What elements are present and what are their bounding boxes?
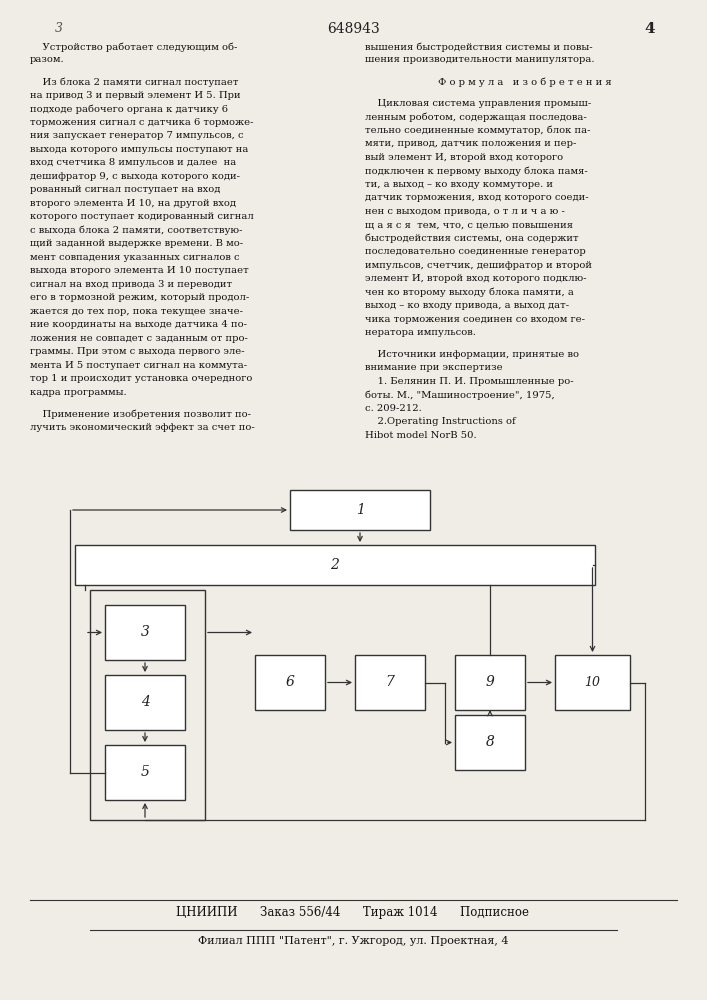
Text: вый элемент И, второй вход которого: вый элемент И, второй вход которого <box>365 153 563 162</box>
Text: щ а я с я  тем, что, с целью повышения: щ а я с я тем, что, с целью повышения <box>365 220 573 229</box>
Text: дешифратор 9, с выхода которого коди-: дешифратор 9, с выхода которого коди- <box>30 172 240 181</box>
Text: последовательно соединенные генератор: последовательно соединенные генератор <box>365 247 586 256</box>
Text: нен с выходом привода, о т л и ч а ю -: нен с выходом привода, о т л и ч а ю - <box>365 207 565 216</box>
Text: 1. Белянин П. И. Промышленные ро-: 1. Белянин П. И. Промышленные ро- <box>365 377 573 386</box>
Text: Источники информации, принятые во: Источники информации, принятые во <box>365 350 579 359</box>
Text: элемент И, второй вход которого подклю-: элемент И, второй вход которого подклю- <box>365 274 587 283</box>
Text: его в тормозной режим, который продол-: его в тормозной режим, который продол- <box>30 293 250 302</box>
Text: тор 1 и происходит установка очередного: тор 1 и происходит установка очередного <box>30 374 252 383</box>
Text: чика торможения соединен со входом ге-: чика торможения соединен со входом ге- <box>365 315 585 324</box>
Text: 5: 5 <box>141 766 149 780</box>
Text: разом.: разом. <box>30 55 64 64</box>
Text: подключен к первому выходу блока памя-: подключен к первому выходу блока памя- <box>365 166 588 176</box>
Bar <box>75 545 595 585</box>
Text: с. 209-212.: с. 209-212. <box>365 404 422 413</box>
Text: 8: 8 <box>486 736 494 750</box>
Text: торможения сигнал с датчика 6 торможе-: торможения сигнал с датчика 6 торможе- <box>30 118 254 127</box>
Text: боты. М., "Машиностроение", 1975,: боты. М., "Машиностроение", 1975, <box>365 390 555 400</box>
Text: 2.Operating Instructions of: 2.Operating Instructions of <box>365 417 515 426</box>
Bar <box>105 675 185 730</box>
Text: мяти, привод, датчик положения и пер-: мяти, привод, датчик положения и пер- <box>365 139 576 148</box>
Text: выхода которого импульсы поступают на: выхода которого импульсы поступают на <box>30 145 248 154</box>
Text: рованный сигнал поступает на вход: рованный сигнал поступает на вход <box>30 185 221 194</box>
Text: шения производительности манипулятора.: шения производительности манипулятора. <box>365 55 595 64</box>
Text: ние координаты на выходе датчика 4 по-: ние координаты на выходе датчика 4 по- <box>30 320 247 329</box>
Text: мент совпадения указанных сигналов с: мент совпадения указанных сигналов с <box>30 253 240 262</box>
Text: вышения быстродействия системы и повы-: вышения быстродействия системы и повы- <box>365 42 592 51</box>
Text: Из блока 2 памяти сигнал поступает: Из блока 2 памяти сигнал поступает <box>30 77 238 87</box>
Text: 3: 3 <box>141 626 149 640</box>
Text: 6: 6 <box>286 676 294 690</box>
Text: выход – ко входу привода, а выход дат-: выход – ко входу привода, а выход дат- <box>365 301 569 310</box>
Text: нератора импульсов.: нератора импульсов. <box>365 328 476 337</box>
Text: щий заданной выдержке времени. В мо-: щий заданной выдержке времени. В мо- <box>30 239 243 248</box>
Text: 7: 7 <box>385 676 395 690</box>
Text: датчик торможения, вход которого соеди-: датчик торможения, вход которого соеди- <box>365 193 589 202</box>
Text: 4: 4 <box>645 22 655 36</box>
Text: Применение изобретения позволит по-: Применение изобретения позволит по- <box>30 409 251 419</box>
Text: Устройство работает следующим об-: Устройство работает следующим об- <box>30 42 238 51</box>
Bar <box>455 715 525 770</box>
Text: Филиал ППП "Патент", г. Ужгород, ул. Проектная, 4: Филиал ППП "Патент", г. Ужгород, ул. Про… <box>198 936 508 946</box>
Text: Цикловая система управления промыш-: Цикловая система управления промыш- <box>365 99 591 108</box>
Text: 9: 9 <box>486 676 494 690</box>
Text: подходе рабочего органа к датчику 6: подходе рабочего органа к датчику 6 <box>30 104 228 114</box>
Text: 2: 2 <box>331 558 339 572</box>
Bar <box>555 655 630 710</box>
Text: ложения не совпадет с заданным от про-: ложения не совпадет с заданным от про- <box>30 334 248 343</box>
Text: ти, а выход – ко входу коммуторе. и: ти, а выход – ко входу коммуторе. и <box>365 180 553 189</box>
Text: лучить экономический эффект за счет по-: лучить экономический эффект за счет по- <box>30 423 255 432</box>
Text: вход счетчика 8 импульсов и далее  на: вход счетчика 8 импульсов и далее на <box>30 158 236 167</box>
Text: 1: 1 <box>356 503 364 517</box>
Text: Hibot model NorB 50.: Hibot model NorB 50. <box>365 431 477 440</box>
Bar <box>255 655 325 710</box>
Text: 648943: 648943 <box>327 22 380 36</box>
Text: 4: 4 <box>141 696 149 710</box>
Text: ленным роботом, содержащая последова-: ленным роботом, содержащая последова- <box>365 112 587 122</box>
Text: 10: 10 <box>585 676 600 689</box>
Text: жается до тех пор, пока текущее значе-: жается до тех пор, пока текущее значе- <box>30 307 243 316</box>
Bar <box>455 655 525 710</box>
Bar <box>105 745 185 800</box>
Text: граммы. При этом с выхода первого эле-: граммы. При этом с выхода первого эле- <box>30 347 245 356</box>
Text: с выхода блока 2 памяти, соответствую-: с выхода блока 2 памяти, соответствую- <box>30 226 243 235</box>
Text: сигнал на вход привода 3 и переводит: сигнал на вход привода 3 и переводит <box>30 280 232 289</box>
Text: на привод 3 и первый элемент И 5. При: на привод 3 и первый элемент И 5. При <box>30 91 240 100</box>
Text: выхода второго элемента И 10 поступает: выхода второго элемента И 10 поступает <box>30 266 249 275</box>
Text: импульсов, счетчик, дешифратор и второй: импульсов, счетчик, дешифратор и второй <box>365 261 592 270</box>
Text: быстродействия системы, она содержит: быстродействия системы, она содержит <box>365 234 578 243</box>
Text: внимание при экспертизе: внимание при экспертизе <box>365 363 503 372</box>
Text: ния запускает генератор 7 импульсов, с: ния запускает генератор 7 импульсов, с <box>30 131 244 140</box>
Bar <box>355 655 425 710</box>
Bar <box>105 605 185 660</box>
Bar <box>290 490 430 530</box>
Text: второго элемента И 10, на другой вход: второго элемента И 10, на другой вход <box>30 199 236 208</box>
Bar <box>90 590 205 820</box>
Text: чен ко второму выходу блока памяти, а: чен ко второму выходу блока памяти, а <box>365 288 574 297</box>
Text: 3: 3 <box>55 22 63 35</box>
Text: ЦНИИПИ      Заказ 556/44      Тираж 1014      Подписное: ЦНИИПИ Заказ 556/44 Тираж 1014 Подписное <box>177 906 530 919</box>
Text: Ф о р м у л а   и з о б р е т е н и я: Ф о р м у л а и з о б р е т е н и я <box>438 77 612 87</box>
Text: тельно соединенные коммутатор, блок па-: тельно соединенные коммутатор, блок па- <box>365 126 590 135</box>
Text: которого поступает кодированный сигнал: которого поступает кодированный сигнал <box>30 212 254 221</box>
Text: мента И 5 поступает сигнал на коммута-: мента И 5 поступает сигнал на коммута- <box>30 361 247 370</box>
Text: кадра программы.: кадра программы. <box>30 388 127 397</box>
